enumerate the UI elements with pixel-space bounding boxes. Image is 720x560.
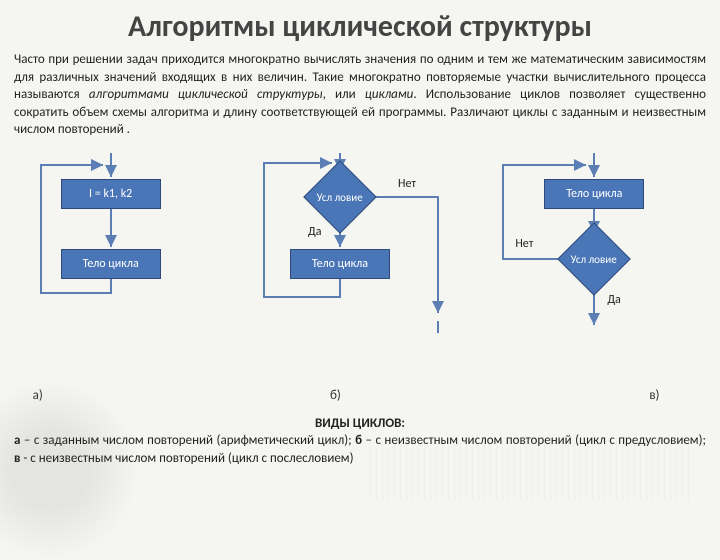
caption-c: в) — [649, 388, 659, 403]
flowchart-c: Тело цикла Усл ловие Нет Да в) — [479, 153, 709, 407]
caption-b: б) — [330, 388, 341, 403]
footer-title: ВИДЫ ЦИКЛОВ: — [14, 415, 706, 433]
label-yes-c: Да — [607, 293, 620, 307]
label-yes-b: Да — [308, 225, 321, 239]
flowcharts-row: I = k1, k2 Тело цикла а) Усл ловие Да Не… — [0, 147, 720, 407]
intro-text: Часто при решении задач приходится много… — [0, 51, 720, 147]
footer-text: ВИДЫ ЦИКЛОВ: а – с заданным числом повто… — [0, 407, 720, 468]
flowchart-a: I = k1, k2 Тело цикла а) — [11, 153, 211, 407]
node-body-b: Тело цикла — [290, 249, 390, 279]
node-body-a: Тело цикла — [61, 249, 161, 279]
label-no-b: Нет — [398, 177, 416, 191]
label-no-c: Нет — [515, 237, 533, 251]
caption-a: а) — [33, 388, 43, 403]
node-body-c: Тело цикла — [544, 179, 644, 209]
page-title: Алгоритмы циклической структуры — [0, 0, 720, 51]
node-counter: I = k1, k2 — [61, 179, 161, 209]
flowchart-b: Усл ловие Да Нет Тело цикла б) — [220, 153, 470, 407]
